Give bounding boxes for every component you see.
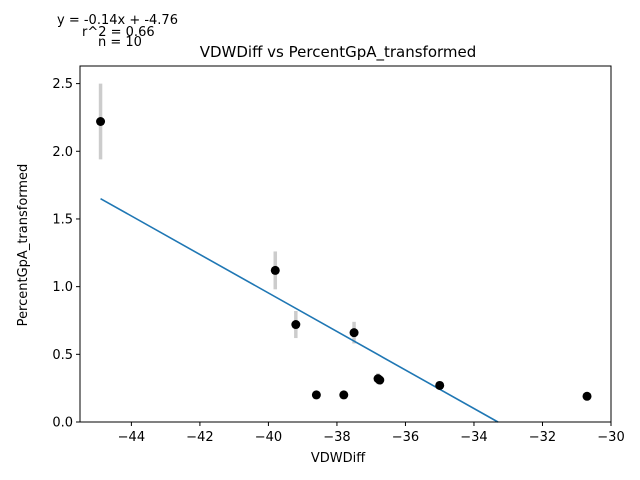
y-tick-5: 2.5 (52, 77, 80, 92)
plot-frame (79, 65, 612, 423)
x-tick-label: −38 (323, 430, 350, 445)
y-axis-label: PercentGpA_transformed (16, 164, 31, 327)
x-tick-7: −30 (597, 422, 625, 445)
x-tick-label: −30 (597, 430, 624, 445)
data-points (96, 116, 592, 401)
x-axis-label: VDWDiff (311, 451, 366, 466)
y-tick-label: 1.5 (52, 212, 73, 227)
x-tick-label: −40 (255, 430, 282, 445)
data-point-4 (339, 390, 349, 400)
fit-line (100, 197, 499, 423)
x-tick-4: −36 (392, 422, 419, 445)
x-tick-label: −32 (529, 430, 556, 445)
y-tick-0: 0.0 (52, 416, 80, 431)
error-bars (98, 83, 380, 385)
chart-title: VDWDiff vs PercentGpA_transformed (200, 43, 477, 62)
data-point-8 (435, 380, 445, 390)
data-point-9 (582, 391, 592, 401)
x-tick-label: −44 (118, 430, 145, 445)
y-tick-1: 0.5 (52, 348, 80, 363)
y-tick-label: 2.0 (52, 145, 73, 160)
data-point-1 (270, 265, 280, 275)
data-point-5 (349, 328, 359, 338)
y-axis-ticks: 0.0 0.5 1.0 1.5 2.0 2.5 (52, 77, 80, 431)
data-point-2 (291, 320, 301, 330)
r-squared-annotation: r^2 = 0.66 (82, 25, 155, 40)
x-tick-label: −36 (392, 430, 419, 445)
data-point-7 (375, 375, 385, 385)
x-tick-3: −38 (323, 422, 351, 445)
y-tick-label: 1.0 (52, 280, 73, 295)
x-axis-ticks: −44 −42 −40 −38 −36 −34 −32 −30 (118, 422, 625, 445)
x-tick-6: −32 (529, 422, 556, 445)
x-tick-2: −40 (255, 422, 282, 445)
y-tick-label: 0.5 (52, 348, 73, 363)
y-tick-label: 0.0 (52, 416, 73, 431)
data-point-0 (96, 116, 106, 126)
x-tick-label: −42 (186, 430, 213, 445)
sample-size-annotation: n = 10 (98, 35, 142, 50)
data-point-3 (311, 390, 321, 400)
y-tick-4: 2.0 (52, 145, 80, 160)
y-tick-2: 1.0 (52, 280, 80, 295)
x-tick-5: −34 (460, 422, 488, 445)
fit-equation-annotation: y = -0.14x + -4.76 (57, 13, 178, 28)
x-tick-1: −42 (186, 422, 214, 445)
x-tick-0: −44 (118, 422, 145, 445)
y-tick-3: 1.5 (52, 212, 80, 227)
x-tick-label: −34 (460, 430, 487, 445)
y-tick-label: 2.5 (52, 77, 73, 92)
fit-line-group (100, 197, 499, 423)
